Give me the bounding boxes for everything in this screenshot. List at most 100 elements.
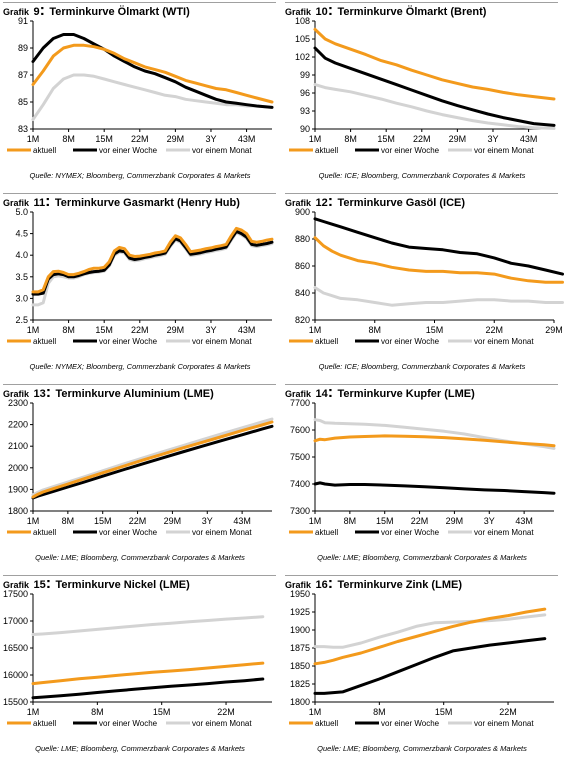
series-line-vor-einer-Woche (313, 217, 564, 276)
x-tick-label: 22M (129, 516, 147, 526)
x-tick-label: 43M (238, 325, 256, 335)
y-tick-label: 102 (295, 52, 310, 62)
legend-label: vor einem Monat (474, 719, 534, 728)
x-tick-label: 29M (446, 516, 464, 526)
legend-label: vor einer Woche (381, 337, 440, 346)
x-tick-label: 43M (515, 516, 533, 526)
x-tick-label: 15M (435, 707, 453, 717)
x-tick-label: 8M (344, 516, 357, 526)
legend-label: vor einem Monat (192, 337, 252, 346)
x-tick-label: 22M (413, 134, 431, 144)
legend-label: vor einem Monat (192, 719, 252, 728)
x-tick-label: 29M (449, 134, 467, 144)
x-tick-label: 8M (344, 134, 357, 144)
x-tick-label: 1M (309, 325, 322, 335)
series-line-vor-einer-Woche (313, 637, 547, 695)
legend-label: vor einer Woche (99, 719, 158, 728)
y-tick-label: 90 (300, 124, 310, 134)
y-tick-label: 16000 (3, 670, 28, 680)
legend-label: vor einem Monat (474, 528, 534, 537)
x-tick-label: 29M (164, 516, 182, 526)
chart-svg: Grafik 10: Terminkurve Ölmarkt (Brent) 90… (285, 2, 558, 180)
legend-label: aktuell (33, 528, 56, 537)
x-tick-label: 22M (131, 134, 149, 144)
series-line-vor-einer-Woche (31, 33, 274, 109)
x-tick-label: 43M (238, 134, 256, 144)
y-tick-label: 17500 (3, 589, 28, 599)
y-tick-label: 87 (18, 70, 28, 80)
y-tick-label: 17000 (3, 616, 28, 626)
series-line-vor-einem-Monat (31, 231, 274, 307)
chart-panel: Grafik 12: Terminkurve Gasöl (ICE) 820 840… (282, 191, 564, 382)
y-tick-label: 15500 (3, 697, 28, 707)
legend-label: aktuell (315, 146, 338, 155)
y-tick-label: 108 (295, 16, 310, 26)
x-tick-label: 8M (62, 134, 75, 144)
y-tick-label: 1825 (290, 679, 310, 689)
source-note: Quelle: LME; Bloomberg, Commerzbank Corp… (317, 744, 527, 753)
x-tick-label: 22M (411, 516, 429, 526)
legend-label: vor einem Monat (192, 146, 252, 155)
y-tick-label: 2100 (8, 441, 28, 451)
x-tick-label: 22M (485, 325, 503, 335)
chart-panel: Grafik 14: Terminkurve Kupfer (LME) 7300 7… (282, 382, 564, 573)
y-tick-label: 7600 (290, 425, 310, 435)
y-tick-label: 3.5 (15, 272, 28, 282)
series-line-vor-einer-Woche (31, 677, 265, 700)
x-tick-label: 22M (131, 325, 149, 335)
chart-title: Grafik 10: Terminkurve Ölmarkt (Brent) (285, 2, 487, 19)
x-tick-label: 1M (27, 516, 40, 526)
series-line-aktuell (313, 434, 556, 448)
x-tick-label: 15M (95, 325, 113, 335)
chart-panel: Grafik 13: Terminkurve Aluminium (LME) 18… (0, 382, 282, 573)
legend-label: vor einer Woche (99, 146, 158, 155)
source-note: Quelle: LME; Bloomberg, Commerzbank Corp… (35, 744, 245, 753)
source-note: Quelle: LME; Bloomberg, Commerzbank Corp… (35, 553, 245, 562)
legend-label: vor einer Woche (381, 719, 440, 728)
y-tick-label: 880 (295, 234, 310, 244)
legend-label: vor einem Monat (474, 146, 534, 155)
y-tick-label: 4.0 (15, 250, 28, 260)
source-note: Quelle: NYMEX; Bloomberg, Commerzbank Co… (30, 362, 251, 371)
x-tick-label: 1M (27, 707, 40, 717)
x-tick-label: 3Y (205, 134, 216, 144)
x-tick-label: 43M (520, 134, 538, 144)
chart-panel: Grafik 16: Terminkurve Zink (LME) 1800 182… (282, 573, 564, 764)
legend-label: vor einem Monat (192, 528, 252, 537)
chart-title: Grafik 15: Terminkurve Nickel (LME) (3, 575, 190, 592)
legend-label: aktuell (33, 337, 56, 346)
y-tick-label: 2.5 (15, 315, 28, 325)
x-tick-label: 29M (545, 325, 563, 335)
series-line-aktuell (31, 661, 265, 686)
x-tick-label: 15M (426, 325, 444, 335)
chart-panel: Grafik 9: Terminkurve Ölmarkt (WTI) 83 85 8… (0, 0, 282, 191)
y-tick-label: 5.0 (15, 207, 28, 217)
series-line-aktuell (313, 27, 556, 101)
y-tick-label: 840 (295, 288, 310, 298)
x-tick-label: 1M (27, 134, 40, 144)
legend-label: vor einer Woche (381, 146, 440, 155)
series-line-vor-einem-Monat (31, 73, 274, 121)
y-tick-label: 7700 (290, 398, 310, 408)
chart-title: Grafik 16: Terminkurve Zink (LME) (285, 575, 462, 592)
series-line-vor-einem-Monat (313, 286, 564, 307)
source-note: Quelle: ICE; Bloomberg, Commerzbank Corp… (319, 171, 526, 180)
y-tick-label: 2000 (8, 463, 28, 473)
series-line-aktuell (31, 43, 274, 104)
y-tick-label: 1875 (290, 643, 310, 653)
chart-svg: Grafik 15: Terminkurve Nickel (LME) 15500… (3, 575, 276, 753)
source-note: Quelle: ICE; Bloomberg, Commerzbank Corp… (319, 362, 526, 371)
x-tick-label: 22M (499, 707, 517, 717)
chart-title: Grafik 9: Terminkurve Ölmarkt (WTI) (3, 2, 190, 19)
x-tick-label: 1M (309, 134, 322, 144)
y-tick-label: 3.0 (15, 293, 28, 303)
x-tick-label: 29M (167, 325, 185, 335)
y-tick-label: 820 (295, 315, 310, 325)
x-tick-label: 3Y (484, 516, 495, 526)
chart-title: Grafik 13: Terminkurve Aluminium (LME) (3, 384, 214, 401)
legend-label: vor einer Woche (99, 528, 158, 537)
series-line-vor-einem-Monat (31, 615, 265, 636)
y-tick-label: 85 (18, 97, 28, 107)
series-line-vor-einem-Monat (313, 613, 547, 649)
series-line-vor-einer-Woche (31, 229, 274, 296)
